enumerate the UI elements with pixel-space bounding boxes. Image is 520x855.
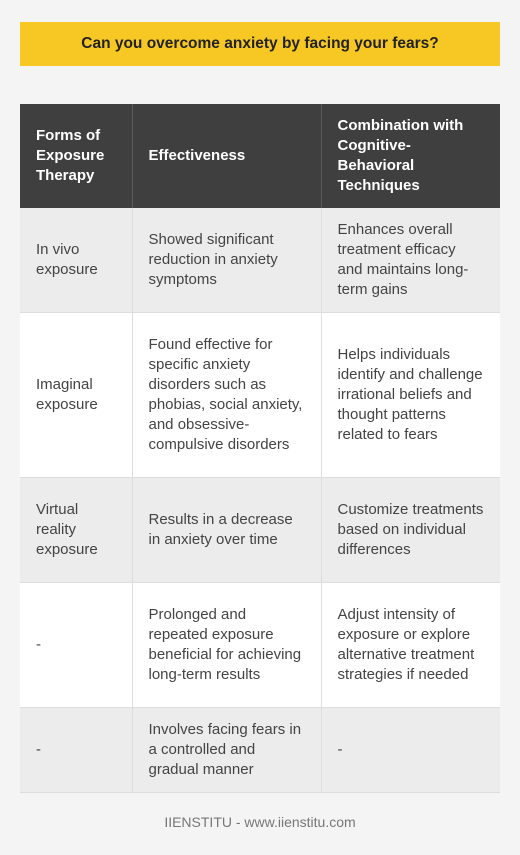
- table-cell: In vivo exposure: [20, 208, 133, 313]
- table-cell: Imaginal exposure: [20, 312, 133, 478]
- table-header: Forms of Exposure Therapy Effectiveness …: [20, 104, 500, 208]
- table-row: - Prolonged and repeated exposure benefi…: [20, 582, 500, 708]
- table-cell: Involves facing fears in a controlled an…: [132, 707, 322, 793]
- table-body: In vivo exposure Showed significant redu…: [20, 208, 500, 793]
- header-cell-effectiveness: Effectiveness: [132, 104, 322, 208]
- page-title: Can you overcome anxiety by facing your …: [81, 35, 439, 52]
- table-cell: Adjust intensity of exposure or explore …: [321, 582, 500, 708]
- title-banner: Can you overcome anxiety by facing your …: [20, 22, 500, 66]
- table-cell: Enhances overall treatment efficacy and …: [321, 208, 500, 313]
- header-cell-forms: Forms of Exposure Therapy: [20, 104, 133, 208]
- header-row: Forms of Exposure Therapy Effectiveness …: [20, 104, 500, 208]
- table-cell: Showed significant reduction in anxiety …: [132, 208, 322, 313]
- table-cell: Customize treatments based on individual…: [321, 477, 500, 583]
- table-cell: -: [321, 707, 500, 793]
- table-row: - Involves facing fears in a controlled …: [20, 707, 500, 793]
- table-row: Virtual reality exposure Results in a de…: [20, 477, 500, 583]
- table-row: In vivo exposure Showed significant redu…: [20, 208, 500, 313]
- table-row: Imaginal exposure Found effective for sp…: [20, 312, 500, 478]
- table-cell: Virtual reality exposure: [20, 477, 133, 583]
- table-cell: -: [20, 707, 133, 793]
- header-cell-combination: Combination with Cognitive-Behavioral Te…: [321, 104, 500, 208]
- table-cell: Found effective for specific anxiety dis…: [132, 312, 322, 478]
- comparison-table: Forms of Exposure Therapy Effectiveness …: [20, 104, 500, 793]
- comparison-table-container: Forms of Exposure Therapy Effectiveness …: [20, 104, 500, 793]
- table-cell: Helps individuals identify and challenge…: [321, 312, 500, 478]
- footer-credit: IIENSTITU - www.iienstitu.com: [164, 814, 356, 830]
- table-cell: Results in a decrease in anxiety over ti…: [132, 477, 322, 583]
- table-cell: -: [20, 582, 133, 708]
- table-cell: Prolonged and repeated exposure benefici…: [132, 582, 322, 708]
